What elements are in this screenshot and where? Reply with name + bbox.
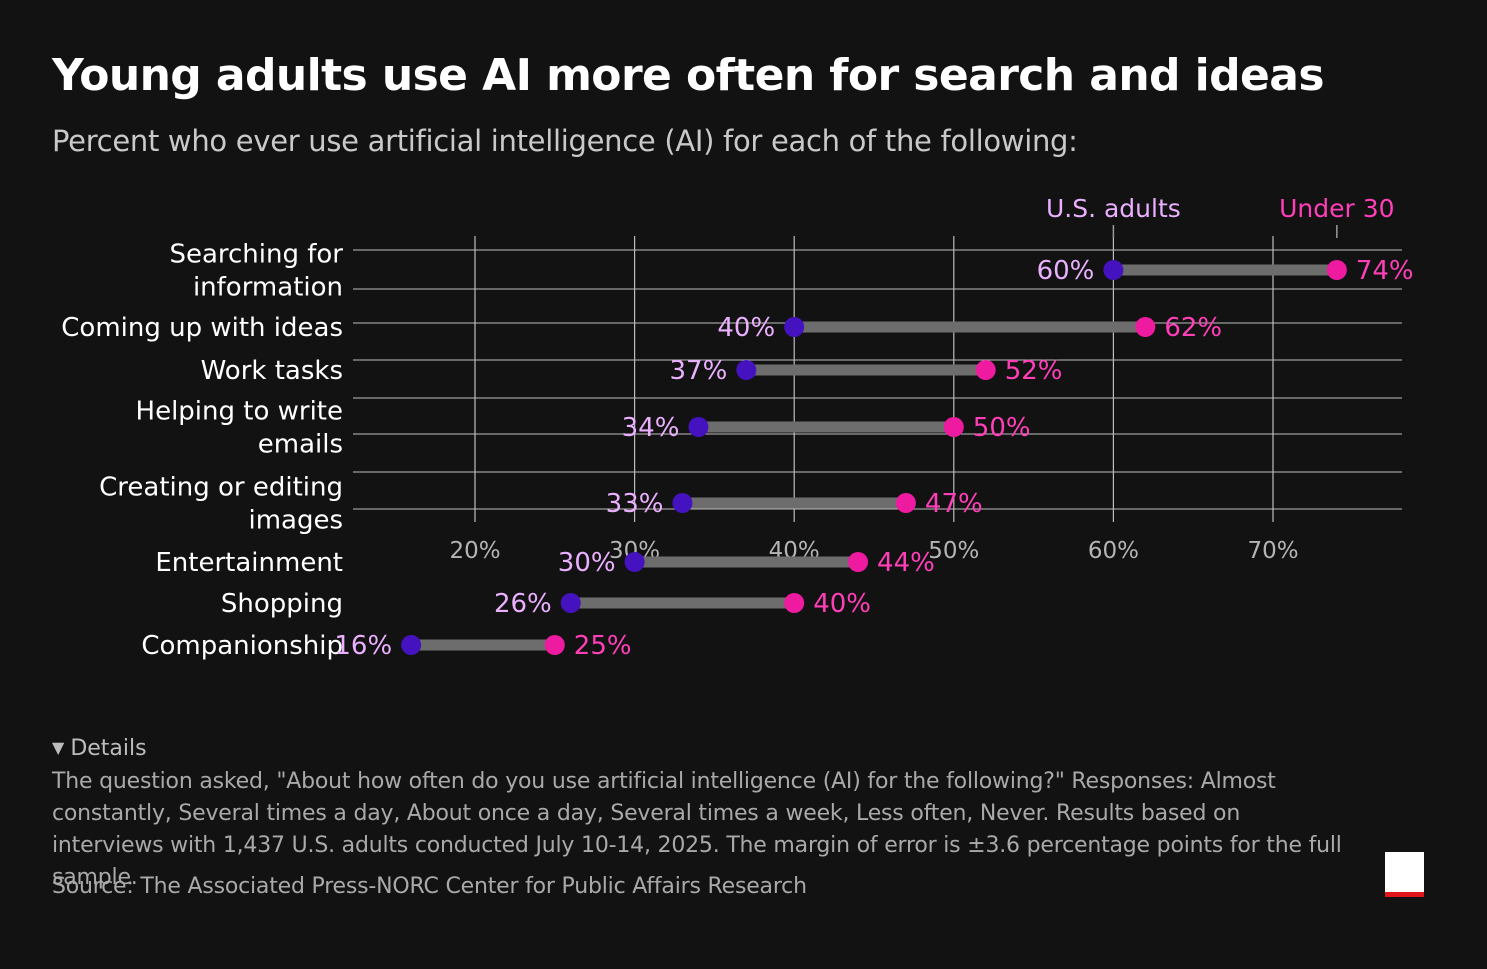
- under-30-dot: [784, 593, 805, 613]
- under-30-dot: [895, 493, 916, 513]
- us-adults-value-label: 30%: [558, 548, 616, 578]
- under-30-dot: [544, 635, 565, 655]
- details-text: The question asked, "About how often do …: [52, 769, 1342, 890]
- category-label: Companionship: [141, 631, 343, 661]
- under-30-value-label: 62%: [1164, 313, 1222, 343]
- x-tick-label: 70%: [1247, 538, 1298, 564]
- us-adults-dot: [401, 635, 422, 655]
- category-label: Helping to write emails: [136, 397, 343, 460]
- details-toggle-label: Details: [70, 736, 147, 761]
- under-30-value-label: 25%: [574, 631, 632, 661]
- us-adults-dot: [624, 552, 645, 572]
- us-adults-dot: [688, 417, 709, 437]
- us-adults-dot: [672, 493, 693, 513]
- triangle-down-icon: ▼: [52, 738, 65, 757]
- source-note: Source: The Associated Press-NORC Center…: [52, 874, 807, 899]
- us-adults-dot: [560, 593, 581, 613]
- chart-subtitle: Percent who ever use artificial intellig…: [52, 124, 1078, 158]
- category-label: Entertainment: [155, 548, 343, 578]
- under-30-value-label: 52%: [1005, 356, 1063, 386]
- us-adults-value-label: 26%: [494, 589, 552, 619]
- us-adults-dot: [736, 360, 757, 380]
- logo-accent-bar: [1385, 892, 1424, 897]
- us-adults-value-label: 37%: [670, 356, 728, 386]
- us-adults-value-label: 60%: [1037, 256, 1095, 286]
- under-30-value-label: 44%: [877, 548, 935, 578]
- under-30-dot: [975, 360, 996, 380]
- dot-plot-chart: 20% 30% 40% 50% 60% 70% U.S. adults Under 30 Sea…: [61, 194, 1413, 662]
- legend-label-under-30: Under 30: [1279, 194, 1394, 223]
- category-label: Shopping: [221, 589, 343, 619]
- under-30-value-label: 74%: [1356, 256, 1414, 286]
- us-adults-value-label: 34%: [622, 413, 680, 443]
- x-tick-label: 50%: [928, 538, 979, 564]
- category-label: Searching for information: [169, 240, 343, 303]
- gridlines: [353, 236, 1402, 522]
- under-30-value-label: 50%: [973, 413, 1031, 443]
- legend: U.S. adults Under 30: [1046, 194, 1395, 238]
- us-adults-dot: [1103, 260, 1124, 280]
- category-labels: Searching for information Coming up with i…: [61, 240, 343, 662]
- us-adults-dot: [784, 317, 805, 337]
- us-adults-value-label: 16%: [334, 631, 392, 661]
- under-30-dot: [848, 552, 869, 572]
- category-label: Coming up with ideas: [61, 313, 343, 343]
- category-label: Creating or editing images: [99, 473, 343, 536]
- us-adults-value-label: 40%: [717, 313, 775, 343]
- chart-title: Young adults use AI more often for searc…: [52, 50, 1325, 101]
- data-marks: 60% 74% 40% 62% 37% 52% 34% 50% 33% 47% 30% 44% 26% 4…: [334, 256, 1413, 661]
- under-30-dot: [1135, 317, 1156, 337]
- category-label: Work tasks: [201, 356, 343, 386]
- details-toggle[interactable]: ▼ Details: [52, 736, 147, 761]
- us-adults-value-label: 33%: [606, 489, 664, 519]
- under-30-dot: [943, 417, 964, 437]
- under-30-value-label: 47%: [925, 489, 983, 519]
- ap-logo: [1385, 852, 1424, 897]
- x-tick-label: 60%: [1088, 538, 1139, 564]
- legend-label-us-adults: U.S. adults: [1046, 194, 1181, 223]
- x-tick-label: 20%: [449, 538, 500, 564]
- under-30-dot: [1326, 260, 1347, 280]
- under-30-value-label: 40%: [813, 589, 871, 619]
